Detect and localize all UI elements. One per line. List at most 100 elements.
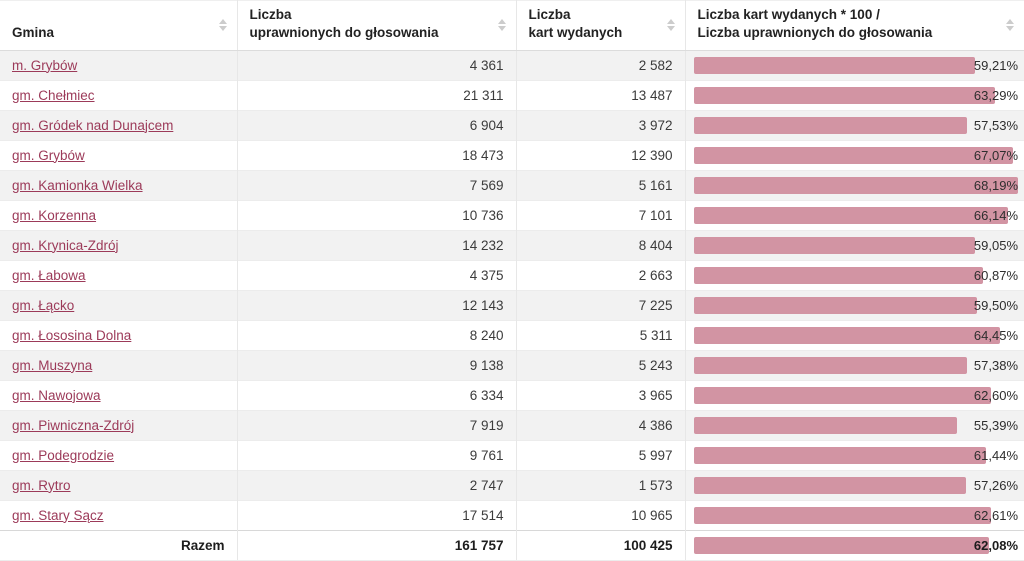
eligible-cell: 7 569 [236,169,516,201]
percent-bar [693,416,958,434]
percent-cell: 68,19% [684,169,1024,201]
eligible-cell: 9 761 [236,439,516,471]
percent-bar [693,476,966,494]
percent-label: 59,50% [973,297,1018,313]
table-row: gm. Łososina Dolna 8 240 5 311 64,45% [0,319,1024,351]
percent-cell: 64,45% [684,319,1024,351]
gmina-link[interactable]: gm. Podegrodzie [12,447,115,463]
gmina-link[interactable]: gm. Kamionka Wielka [12,177,143,193]
gmina-cell: gm. Łabowa [0,259,237,291]
percent-label: 66,14% [973,207,1018,223]
gmina-cell: gm. Nawojowa [0,379,237,411]
column-header-gmina[interactable]: Gmina [0,0,237,51]
gmina-link[interactable]: gm. Łącko [12,297,75,313]
column-header-issued[interactable]: Liczba kart wydanych [515,0,685,51]
percent-bar [693,86,995,104]
gmina-cell: gm. Krynica-Zdrój [0,229,237,261]
percent-label: 62,61% [973,507,1018,523]
gmina-cell: gm. Korzenna [0,199,237,231]
sort-icon[interactable] [665,17,677,33]
table-row: gm. Grybów 18 473 12 390 67,07% [0,139,1024,171]
percent-label: 59,21% [973,57,1018,73]
gmina-cell: gm. Piwniczna-Zdrój [0,409,237,441]
gmina-cell: gm. Gródek nad Dunajcem [0,109,237,141]
gmina-link[interactable]: gm. Korzenna [12,207,97,223]
percent-bar [693,446,986,464]
percent-cell: 63,29% [684,79,1024,111]
issued-cell: 5 243 [515,349,685,381]
issued-cell: 5 997 [515,439,685,471]
total-percent-cell: 62,08% [684,529,1024,561]
percent-bar [693,356,967,374]
column-label: Liczba kart wydanych * 100 / Liczba upra… [697,7,933,40]
gmina-link[interactable]: m. Grybów [12,57,78,73]
gmina-cell: m. Grybów [0,49,237,81]
percent-cell: 62,61% [684,499,1024,531]
table-row: gm. Łabowa 4 375 2 663 60,87% [0,259,1024,291]
table-row: gm. Chełmiec 21 311 13 487 63,29% [0,79,1024,111]
column-header-eligible[interactable]: Liczba uprawnionych do głosowania [236,0,516,51]
issued-cell: 5 311 [515,319,685,351]
percent-bar [693,176,1018,194]
issued-cell: 2 582 [515,49,685,81]
gmina-link[interactable]: gm. Krynica-Zdrój [12,237,119,253]
table-row: gm. Krynica-Zdrój 14 232 8 404 59,05% [0,229,1024,261]
sort-icon[interactable] [217,17,229,33]
sort-icon[interactable] [496,17,508,33]
issued-cell: 12 390 [515,139,685,171]
gmina-link[interactable]: gm. Chełmiec [12,87,95,103]
total-issued: 100 425 [515,529,685,561]
gmina-link[interactable]: gm. Łabowa [12,267,86,283]
eligible-cell: 21 311 [236,79,516,111]
gmina-cell: gm. Chełmiec [0,79,237,111]
percent-cell: 67,07% [684,139,1024,171]
gmina-link[interactable]: gm. Rytro [12,477,71,493]
sort-icon[interactable] [1004,17,1016,33]
issued-cell: 3 965 [515,379,685,411]
eligible-cell: 10 736 [236,199,516,231]
table-body: m. Grybów 4 361 2 582 59,21% gm. Chełmie… [0,49,1024,531]
gmina-link[interactable]: gm. Piwniczna-Zdrój [12,417,135,433]
percent-label: 61,44% [973,447,1018,463]
column-header-percent[interactable]: Liczba kart wydanych * 100 / Liczba upra… [684,0,1024,51]
percent-bar [693,266,984,284]
percent-cell: 59,05% [684,229,1024,261]
issued-cell: 5 161 [515,169,685,201]
percent-label: 57,38% [973,357,1018,373]
percent-bar [693,56,976,74]
eligible-cell: 9 138 [236,349,516,381]
table-row: gm. Stary Sącz 17 514 10 965 62,61% [0,499,1024,531]
table-row: gm. Piwniczna-Zdrój 7 919 4 386 55,39% [0,409,1024,441]
total-percent-label: 62,08% [973,537,1018,553]
issued-cell: 7 101 [515,199,685,231]
gmina-cell: gm. Łososina Dolna [0,319,237,351]
eligible-cell: 6 904 [236,109,516,141]
percent-label: 67,07% [973,147,1018,163]
gmina-link[interactable]: gm. Gródek nad Dunajcem [12,117,174,133]
percent-bar [693,506,992,524]
gmina-cell: gm. Podegrodzie [0,439,237,471]
eligible-cell: 12 143 [236,289,516,321]
percent-cell: 59,21% [684,49,1024,81]
gmina-link[interactable]: gm. Łososina Dolna [12,327,132,343]
column-label: Liczba uprawnionych do głosowania [249,7,439,40]
percent-cell: 60,87% [684,259,1024,291]
percent-label: 57,53% [973,117,1018,133]
percent-cell: 57,26% [684,469,1024,501]
table-row: gm. Łącko 12 143 7 225 59,50% [0,289,1024,321]
percent-bar [693,116,968,134]
gmina-link[interactable]: gm. Nawojowa [12,387,101,403]
table-row: gm. Gródek nad Dunajcem 6 904 3 972 57,5… [0,109,1024,141]
total-row: Razem 161 757 100 425 62,08% [0,529,1024,561]
gmina-link[interactable]: gm. Stary Sącz [12,507,104,523]
gmina-cell: gm. Stary Sącz [0,499,237,531]
eligible-cell: 4 361 [236,49,516,81]
percent-label: 63,29% [973,87,1018,103]
table-header: Gmina Liczba uprawnionych do głosowania … [0,0,1024,51]
gmina-link[interactable]: gm. Muszyna [12,357,93,373]
gmina-cell: gm. Kamionka Wielka [0,169,237,201]
percent-bar [693,206,1009,224]
gmina-link[interactable]: gm. Grybów [12,147,85,163]
percent-cell: 66,14% [684,199,1024,231]
